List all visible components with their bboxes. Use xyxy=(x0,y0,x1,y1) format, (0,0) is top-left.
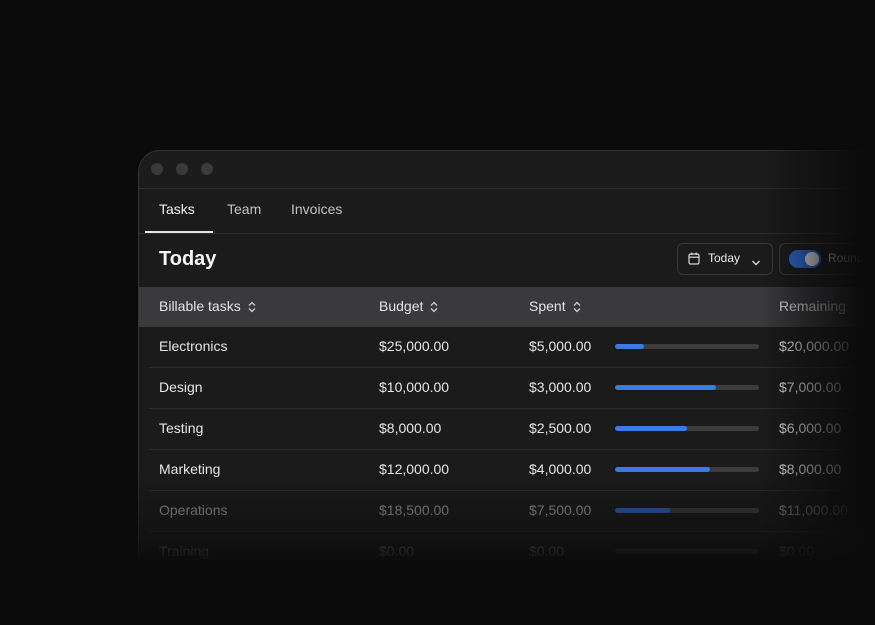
budget-cell: $18,500.00 xyxy=(379,502,450,518)
spent-progress-bar xyxy=(615,344,759,349)
spent-progress-fill xyxy=(615,426,687,431)
column-header-label: Billable tasks xyxy=(159,298,241,314)
task-name-cell: Training xyxy=(159,543,210,559)
column-header-remaining[interactable]: Remaining xyxy=(779,298,846,314)
remaining-cell: $20,000.00 xyxy=(779,338,850,354)
app-window: Tasks Team Invoices Today Today xyxy=(138,150,875,625)
toolbar: Today Today xyxy=(139,234,875,287)
round-toggle-switch[interactable] xyxy=(789,250,821,268)
remaining-cell: $11,000.00 xyxy=(779,502,849,518)
spent-progress-fill xyxy=(615,344,644,349)
calendar-icon xyxy=(688,252,700,270)
remaining-cell: $8,000.00 xyxy=(779,461,842,477)
spent-progress-bar xyxy=(615,508,759,513)
spent-progress-bar xyxy=(615,549,759,554)
task-name-cell: Design xyxy=(159,379,203,395)
spent-progress-bar xyxy=(615,426,759,431)
column-header-label: Spent xyxy=(529,298,566,314)
title-bar xyxy=(139,151,875,189)
column-header-label: Budget xyxy=(379,298,424,314)
column-header-budget[interactable]: Budget xyxy=(379,298,439,314)
tab-bar: Tasks Team Invoices xyxy=(139,189,875,234)
budget-cell: $8,000.00 xyxy=(379,420,442,436)
table-row[interactable]: Electronics $25,000.00 $5,000.00 $20,000.00 xyxy=(149,327,875,368)
sort-icon xyxy=(248,301,256,313)
tab-team[interactable]: Team xyxy=(227,201,262,217)
page-title: Today xyxy=(159,248,217,270)
budget-cell: $10,000.00 xyxy=(379,379,450,395)
sort-icon xyxy=(430,301,438,313)
remaining-cell: $6,000.00 xyxy=(779,420,842,436)
table-row[interactable]: Operations $18,500.00 $7,500.00 $11,000.00 xyxy=(149,491,875,532)
table-header: Billable tasks Budget Spent Remaining xyxy=(139,287,875,327)
round-toggle-label: Round xyxy=(828,251,864,265)
spent-cell: $2,500.00 xyxy=(529,420,592,436)
remaining-cell: $7,000.00 xyxy=(779,379,842,395)
spent-cell: $5,000.00 xyxy=(529,338,592,354)
minimize-window-dot[interactable] xyxy=(176,163,188,175)
column-header-billable-tasks[interactable]: Billable tasks xyxy=(159,298,257,314)
budget-cell: $12,000.00 xyxy=(379,461,450,477)
chevron-down-icon xyxy=(751,254,761,272)
table-row[interactable]: Testing $8,000.00 $2,500.00 $6,000.00 xyxy=(149,409,875,450)
remaining-cell: $0.00 xyxy=(779,543,815,559)
spent-cell: $4,000.00 xyxy=(529,461,592,477)
spent-cell: $7,500.00 xyxy=(529,502,592,518)
round-toggle-control: Round xyxy=(779,243,875,275)
date-picker-label: Today xyxy=(708,251,741,265)
budget-cell: $0.00 xyxy=(379,543,415,559)
spent-progress-fill xyxy=(615,508,670,513)
task-name-cell: Electronics xyxy=(159,338,228,354)
task-name-cell: Testing xyxy=(159,420,204,436)
spent-progress-bar xyxy=(615,385,759,390)
tab-invoices[interactable]: Invoices xyxy=(291,201,343,217)
maximize-window-dot[interactable] xyxy=(201,163,213,175)
spent-progress-bar xyxy=(615,467,759,472)
spent-progress-fill xyxy=(615,467,711,472)
sort-icon xyxy=(573,301,581,313)
spent-cell: $0.00 xyxy=(529,543,565,559)
toggle-knob xyxy=(805,252,819,266)
table-body: Electronics $25,000.00 $5,000.00 $20,000.00… xyxy=(139,327,875,573)
spent-progress-fill xyxy=(615,385,716,390)
date-picker-button[interactable]: Today xyxy=(677,243,773,275)
table-row[interactable]: Design $10,000.00 $3,000.00 $7,000.00 xyxy=(149,368,875,409)
column-header-spent[interactable]: Spent xyxy=(529,298,582,314)
budget-cell: $25,000.00 xyxy=(379,338,450,354)
task-name-cell: Operations xyxy=(159,502,228,518)
spent-cell: $3,000.00 xyxy=(529,379,592,395)
table-row[interactable]: Training $0.00 $0.00 $0.00 xyxy=(149,532,875,573)
active-tab-indicator xyxy=(145,231,213,233)
close-window-dot[interactable] xyxy=(151,163,163,175)
table-row[interactable]: Marketing $12,000.00 $4,000.00 $8,000.00 xyxy=(149,450,875,491)
task-name-cell: Marketing xyxy=(159,461,221,477)
tab-tasks[interactable]: Tasks xyxy=(159,201,195,217)
